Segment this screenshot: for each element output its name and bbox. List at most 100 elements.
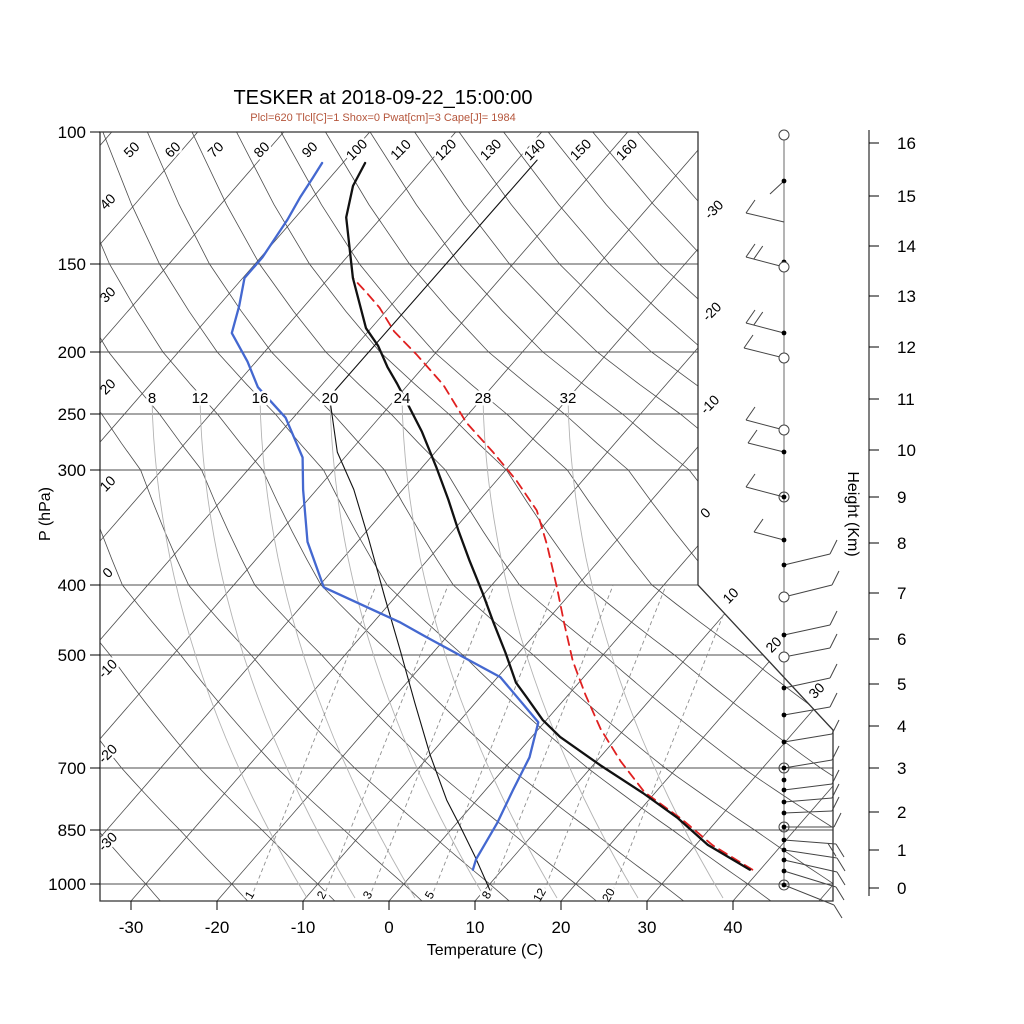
height-tick-label: 3 [897,759,906,778]
wind-barb-stem [783,859,838,873]
height-tick-label: 10 [897,441,916,460]
dry-adiabat-line [102,132,772,901]
dry-adiabat-top-label: 100 [343,135,371,163]
dry-adiabat-line [458,132,833,901]
wind-barb-stem [783,584,833,598]
moist-adiabat-label: 20 [322,390,339,407]
wind-level-circle [778,591,790,603]
wind-barb-feather [829,663,838,679]
dry-adiabat-line [147,132,833,901]
isotherm-right-label: -20 [699,298,725,324]
moist-adiabat-label: 28 [475,390,492,407]
isotherm-line [100,132,205,901]
wind-barb-feather [745,309,756,324]
wind-level-circle [778,261,790,273]
height-tick-label: 15 [897,187,916,206]
wind-barb-feather [831,570,840,586]
wind-barb-stem [745,486,785,498]
temperature-tick-label: -20 [205,918,230,937]
wind-level-circle [778,651,790,663]
wind-level-dot [781,178,787,184]
dry-adiabat-line [100,132,248,901]
pressure-tick-label: 400 [58,576,86,595]
pressure-tick-label: 250 [58,405,86,424]
wind-level-dot [781,632,787,638]
wind-level-dot [781,765,787,771]
isotherm-line [100,132,635,901]
wind-barb-stem [783,870,837,888]
moist-adiabat-line [259,397,416,899]
height-tick-label: 7 [897,584,906,603]
dry-adiabat-line [191,132,833,901]
moist-adiabat-line [151,397,308,899]
plot-border [99,131,834,902]
wind-level-dot [781,799,787,805]
wind-level-circle [778,879,790,891]
wind-barb-stem [783,783,833,791]
wind-barb-feather [743,334,754,349]
dry-adiabat-top-label: 130 [477,135,505,163]
wind-barb-stem [783,553,831,566]
wind-barb-stem [783,733,833,743]
pressure-tick-label: 300 [58,461,86,480]
wind-barb-stem [745,419,785,431]
wind-level-dot [781,787,787,793]
isotherm-right-label: -10 [697,391,723,417]
wind-barb-feather [745,473,756,488]
isotherm-line [474,132,833,901]
dry-adiabat-line [547,132,833,901]
height-tick-label: 5 [897,675,906,694]
wind-barb-feather [745,243,756,258]
wind-level-dot [781,837,787,843]
wind-barb-stem [753,531,785,541]
height-tick-label: 1 [897,841,906,860]
wind-level-circle [778,424,790,436]
isotherm-right-label: -30 [701,196,727,222]
mixing-ratio-line [540,584,667,899]
isotherm-line [732,132,833,901]
isotherm-line [818,132,833,901]
dry-adiabat-left-label: 0 [99,564,116,581]
dry-adiabat-line [414,132,833,901]
wind-level-dot [781,847,787,853]
moist-adiabat-line [199,397,356,899]
wind-barb-stem [769,180,785,195]
temperature-tick-label: 20 [552,918,571,937]
wind-barb-feather [831,719,840,735]
wind-barb-feather [747,429,758,444]
wind-level-circle [778,352,790,364]
pressure-tick-label: 1000 [48,875,86,894]
dry-adiabat-left-label: -20 [95,741,121,767]
dry-adiabat-top-label: 140 [521,135,549,163]
wind-barb-stem [783,624,831,636]
mixing-ratio-label: 2 [314,888,330,901]
pressure-tick-label: 500 [58,646,86,665]
isotherm-line [302,132,833,901]
wind-level-dot [781,739,787,745]
wind-barb-stem [747,442,785,453]
moist-adiabat-label: 16 [252,390,269,407]
wind-barb-stem [783,797,833,803]
height-tick-label: 0 [897,879,906,898]
dry-adiabat-line [325,132,833,901]
wind-barb-feather [829,539,838,555]
dry-adiabat-line [100,132,684,901]
height-tick-label: 6 [897,630,906,649]
wind-barb-feather [745,406,756,421]
height-tick-label: 16 [897,134,916,153]
wind-level-dot [781,712,787,718]
wind-level-dot [781,685,787,691]
wind-barb-stem [783,849,838,859]
wind-barb-feather [829,633,838,649]
wind-barb-feather [835,886,845,901]
wind-barb-stem [743,347,785,359]
dry-adiabat-line [236,132,833,901]
wind-barb-stem [783,759,833,769]
wind-level-circle [778,491,790,503]
wind-level-dot [781,810,787,816]
pressure-tick-label: 850 [58,821,86,840]
wind-barb-feather [836,857,846,872]
dry-adiabat-line [592,132,833,901]
temperature-profile-curve [345,161,752,871]
dry-adiabat-top-label: 70 [204,138,226,160]
